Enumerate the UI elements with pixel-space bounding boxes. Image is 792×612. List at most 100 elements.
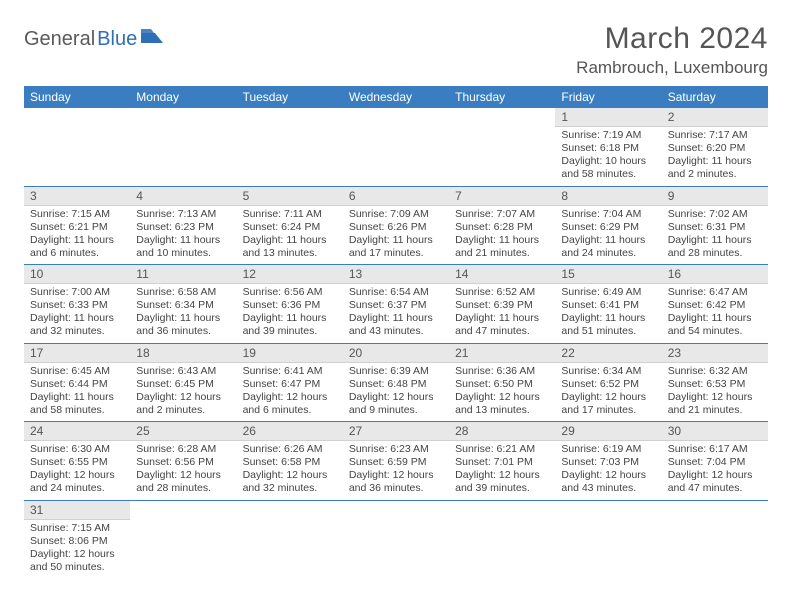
calendar-day-cell <box>130 500 236 578</box>
sunrise-text: Sunrise: 6:19 AM <box>561 443 655 456</box>
day-details: Sunrise: 6:52 AMSunset: 6:39 PMDaylight:… <box>449 284 555 343</box>
calendar-day-cell: 8Sunrise: 7:04 AMSunset: 6:29 PMDaylight… <box>555 186 661 265</box>
calendar-table: SundayMondayTuesdayWednesdayThursdayFrid… <box>24 86 768 578</box>
day-number: 30 <box>662 422 768 441</box>
sunset-text: Sunset: 6:47 PM <box>243 378 337 391</box>
weekday-header: Friday <box>555 86 661 108</box>
day-details: Sunrise: 6:19 AMSunset: 7:03 PMDaylight:… <box>555 441 661 500</box>
calendar-day-cell: 17Sunrise: 6:45 AMSunset: 6:44 PMDayligh… <box>24 343 130 422</box>
sunset-text: Sunset: 6:50 PM <box>455 378 549 391</box>
calendar-week-row: 3Sunrise: 7:15 AMSunset: 6:21 PMDaylight… <box>24 186 768 265</box>
calendar-day-cell: 7Sunrise: 7:07 AMSunset: 6:28 PMDaylight… <box>449 186 555 265</box>
calendar-week-row: 31Sunrise: 7:15 AMSunset: 8:06 PMDayligh… <box>24 500 768 578</box>
day-details: Sunrise: 7:07 AMSunset: 6:28 PMDaylight:… <box>449 206 555 265</box>
daylight-text: Daylight: 11 hours and 28 minutes. <box>668 234 762 260</box>
calendar-day-cell <box>449 108 555 186</box>
sunrise-text: Sunrise: 6:28 AM <box>136 443 230 456</box>
daylight-text: Daylight: 11 hours and 47 minutes. <box>455 312 549 338</box>
calendar-day-cell: 30Sunrise: 6:17 AMSunset: 7:04 PMDayligh… <box>662 422 768 501</box>
daylight-text: Daylight: 12 hours and 6 minutes. <box>243 391 337 417</box>
sunset-text: Sunset: 6:39 PM <box>455 299 549 312</box>
calendar-day-cell: 13Sunrise: 6:54 AMSunset: 6:37 PMDayligh… <box>343 265 449 344</box>
day-number: 25 <box>130 422 236 441</box>
daylight-text: Daylight: 11 hours and 10 minutes. <box>136 234 230 260</box>
day-details: Sunrise: 7:09 AMSunset: 6:26 PMDaylight:… <box>343 206 449 265</box>
day-details: Sunrise: 6:26 AMSunset: 6:58 PMDaylight:… <box>237 441 343 500</box>
sunrise-text: Sunrise: 7:09 AM <box>349 208 443 221</box>
sunset-text: Sunset: 6:42 PM <box>668 299 762 312</box>
day-details: Sunrise: 6:34 AMSunset: 6:52 PMDaylight:… <box>555 363 661 422</box>
sunset-text: Sunset: 6:36 PM <box>243 299 337 312</box>
sunrise-text: Sunrise: 7:15 AM <box>30 208 124 221</box>
sunset-text: Sunset: 6:23 PM <box>136 221 230 234</box>
flag-icon <box>141 29 163 43</box>
logo-text-1: General <box>24 28 95 51</box>
day-details: Sunrise: 6:39 AMSunset: 6:48 PMDaylight:… <box>343 363 449 422</box>
day-number: 13 <box>343 265 449 284</box>
weekday-header-row: SundayMondayTuesdayWednesdayThursdayFrid… <box>24 86 768 108</box>
sunset-text: Sunset: 6:33 PM <box>30 299 124 312</box>
daylight-text: Daylight: 11 hours and 58 minutes. <box>30 391 124 417</box>
day-number: 23 <box>662 344 768 363</box>
empty-day <box>24 108 130 112</box>
weekday-header: Thursday <box>449 86 555 108</box>
day-number: 14 <box>449 265 555 284</box>
sunset-text: Sunset: 6:56 PM <box>136 456 230 469</box>
daylight-text: Daylight: 10 hours and 58 minutes. <box>561 155 655 181</box>
day-details: Sunrise: 6:17 AMSunset: 7:04 PMDaylight:… <box>662 441 768 500</box>
daylight-text: Daylight: 12 hours and 21 minutes. <box>668 391 762 417</box>
day-details: Sunrise: 7:13 AMSunset: 6:23 PMDaylight:… <box>130 206 236 265</box>
calendar-day-cell: 24Sunrise: 6:30 AMSunset: 6:55 PMDayligh… <box>24 422 130 501</box>
calendar-day-cell: 10Sunrise: 7:00 AMSunset: 6:33 PMDayligh… <box>24 265 130 344</box>
sunset-text: Sunset: 8:06 PM <box>30 535 124 548</box>
day-number: 12 <box>237 265 343 284</box>
day-number: 3 <box>24 187 130 206</box>
sunrise-text: Sunrise: 7:13 AM <box>136 208 230 221</box>
calendar-day-cell <box>343 500 449 578</box>
sunset-text: Sunset: 6:55 PM <box>30 456 124 469</box>
calendar-day-cell: 1Sunrise: 7:19 AMSunset: 6:18 PMDaylight… <box>555 108 661 186</box>
day-number: 9 <box>662 187 768 206</box>
sunrise-text: Sunrise: 7:02 AM <box>668 208 762 221</box>
calendar-day-cell: 6Sunrise: 7:09 AMSunset: 6:26 PMDaylight… <box>343 186 449 265</box>
empty-day <box>130 108 236 112</box>
sunrise-text: Sunrise: 7:04 AM <box>561 208 655 221</box>
day-number: 11 <box>130 265 236 284</box>
calendar-day-cell: 19Sunrise: 6:41 AMSunset: 6:47 PMDayligh… <box>237 343 343 422</box>
daylight-text: Daylight: 11 hours and 6 minutes. <box>30 234 124 260</box>
weekday-header: Monday <box>130 86 236 108</box>
daylight-text: Daylight: 11 hours and 21 minutes. <box>455 234 549 260</box>
sunrise-text: Sunrise: 7:11 AM <box>243 208 337 221</box>
sunrise-text: Sunrise: 6:47 AM <box>668 286 762 299</box>
day-number: 15 <box>555 265 661 284</box>
day-details: Sunrise: 6:41 AMSunset: 6:47 PMDaylight:… <box>237 363 343 422</box>
sunrise-text: Sunrise: 6:39 AM <box>349 365 443 378</box>
day-number: 18 <box>130 344 236 363</box>
calendar-day-cell: 16Sunrise: 6:47 AMSunset: 6:42 PMDayligh… <box>662 265 768 344</box>
calendar-day-cell: 2Sunrise: 7:17 AMSunset: 6:20 PMDaylight… <box>662 108 768 186</box>
calendar-day-cell <box>449 500 555 578</box>
day-details: Sunrise: 7:02 AMSunset: 6:31 PMDaylight:… <box>662 206 768 265</box>
sunrise-text: Sunrise: 7:07 AM <box>455 208 549 221</box>
daylight-text: Daylight: 12 hours and 17 minutes. <box>561 391 655 417</box>
day-number: 4 <box>130 187 236 206</box>
day-details: Sunrise: 6:58 AMSunset: 6:34 PMDaylight:… <box>130 284 236 343</box>
calendar-day-cell: 26Sunrise: 6:26 AMSunset: 6:58 PMDayligh… <box>237 422 343 501</box>
day-details: Sunrise: 6:54 AMSunset: 6:37 PMDaylight:… <box>343 284 449 343</box>
sunset-text: Sunset: 6:21 PM <box>30 221 124 234</box>
calendar-day-cell: 9Sunrise: 7:02 AMSunset: 6:31 PMDaylight… <box>662 186 768 265</box>
day-details: Sunrise: 7:00 AMSunset: 6:33 PMDaylight:… <box>24 284 130 343</box>
sunset-text: Sunset: 6:26 PM <box>349 221 443 234</box>
daylight-text: Daylight: 12 hours and 50 minutes. <box>30 548 124 574</box>
day-number: 29 <box>555 422 661 441</box>
weekday-header: Wednesday <box>343 86 449 108</box>
day-details: Sunrise: 7:17 AMSunset: 6:20 PMDaylight:… <box>662 127 768 186</box>
day-number: 26 <box>237 422 343 441</box>
daylight-text: Daylight: 12 hours and 36 minutes. <box>349 469 443 495</box>
calendar-week-row: 10Sunrise: 7:00 AMSunset: 6:33 PMDayligh… <box>24 265 768 344</box>
sunset-text: Sunset: 6:20 PM <box>668 142 762 155</box>
day-details: Sunrise: 6:30 AMSunset: 6:55 PMDaylight:… <box>24 441 130 500</box>
calendar-day-cell <box>24 108 130 186</box>
day-number: 6 <box>343 187 449 206</box>
sunrise-text: Sunrise: 6:32 AM <box>668 365 762 378</box>
